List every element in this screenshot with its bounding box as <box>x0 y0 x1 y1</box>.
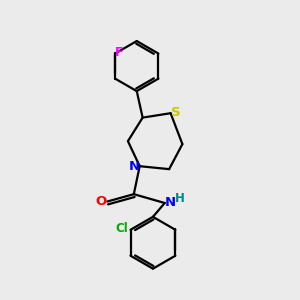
Text: O: O <box>96 195 107 208</box>
Text: F: F <box>115 46 124 59</box>
Text: N: N <box>164 196 175 209</box>
Text: N: N <box>129 160 140 173</box>
Text: Cl: Cl <box>115 222 128 235</box>
Text: H: H <box>175 192 185 205</box>
Text: S: S <box>170 106 180 119</box>
